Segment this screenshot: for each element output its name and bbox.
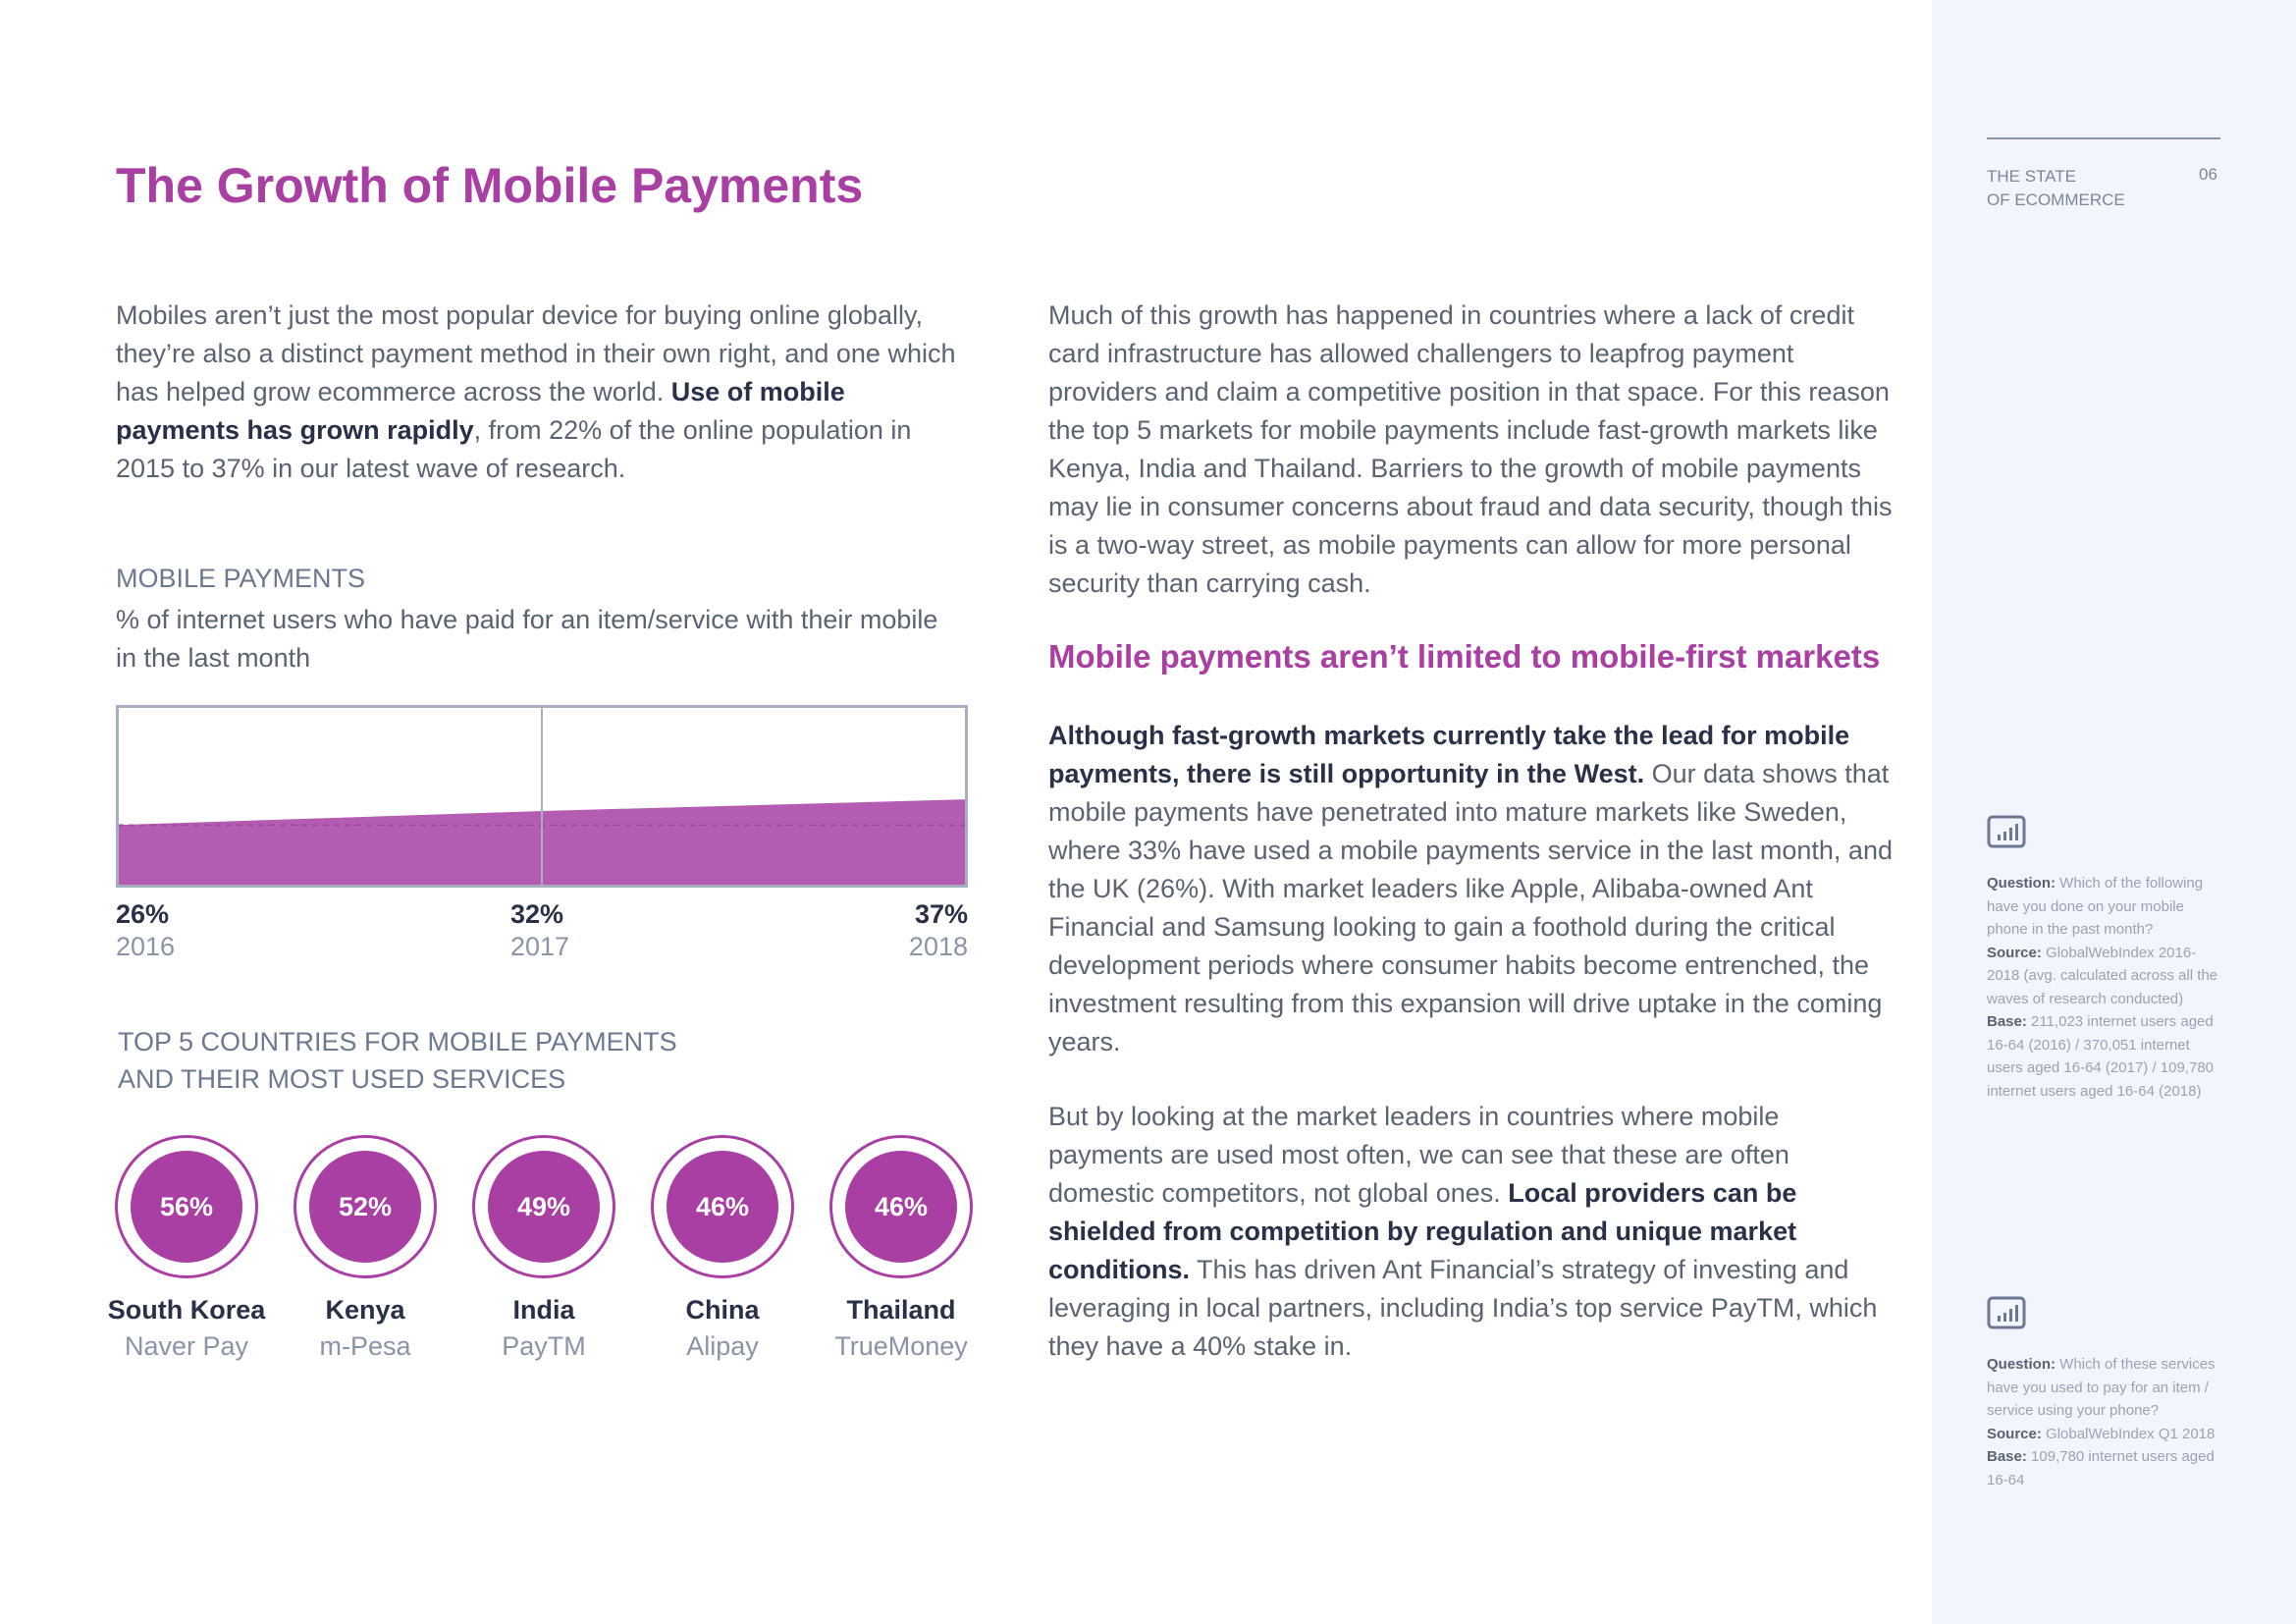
bar-chart-icon [1987, 1296, 2026, 1329]
intro-paragraph: Mobiles aren’t just the most popular dev… [116, 297, 960, 488]
paragraph-text-end: This has driven Ant Financial’s strategy… [1048, 1255, 1878, 1361]
pct-ring: 46% [651, 1135, 794, 1278]
intro-text-end: , from 22% of the online population in 2… [116, 415, 912, 483]
page-number: 06 [2199, 165, 2217, 184]
top5-heading-line1: TOP 5 COUNTRIES FOR MOBILE PAYMENTS [118, 1027, 677, 1056]
country-name: Kenya [325, 1295, 405, 1325]
country-thailand: 46% Thailand TrueMoney [813, 1135, 989, 1365]
question-text: Which of these services have you used to… [1987, 1356, 2216, 1419]
chart-subtitle: % of internet users who have paid for an… [116, 605, 938, 673]
service-name: Alipay [686, 1331, 759, 1361]
report-title-line1: THE STATE [1987, 167, 2076, 186]
service-name: m-Pesa [319, 1331, 411, 1361]
source-text: GlobalWebIndex Q1 2018 [2041, 1425, 2216, 1442]
pct-badge: 46% [845, 1151, 957, 1263]
country-china: 46% China Alipay [634, 1135, 811, 1365]
country-name: China [685, 1295, 760, 1325]
page-title: The Growth of Mobile Payments [116, 158, 864, 213]
x-tick-label: 2016 [116, 932, 176, 961]
chart-label: MOBILE PAYMENTS [116, 564, 366, 593]
data-label-2018: 37% 2018 [811, 897, 968, 962]
source-note-1: Question: Which of the following have yo… [1987, 872, 2220, 1103]
service-name: Naver Pay [124, 1331, 249, 1361]
value-label: 32% [510, 899, 564, 929]
paragraph-highlight: Although fast-growth markets currently t… [1048, 721, 1850, 788]
top5-heading: TOP 5 COUNTRIES FOR MOBILE PAYMENTS AND … [118, 1023, 677, 1098]
value-label: 26% [116, 899, 170, 929]
bar-chart-icon [1987, 815, 2026, 848]
source-label: Source: [1987, 944, 2042, 961]
country-name: South Korea [107, 1295, 266, 1325]
pct-badge: 52% [309, 1151, 421, 1263]
question-text: Which of the following have you done on … [1987, 875, 2204, 938]
section-heading: Mobile payments aren’t limited to mobile… [1048, 638, 1881, 675]
service-name: PayTM [502, 1331, 586, 1361]
x-tick-label: 2018 [908, 932, 968, 961]
base-text: 109,780 internet users aged 16-64 [1987, 1448, 2215, 1489]
value-label: 37% [914, 899, 968, 929]
source-note-2: Question: Which of these services have y… [1987, 1353, 2220, 1491]
pct-ring: 56% [115, 1135, 258, 1278]
sidebar-divider [1987, 137, 2220, 139]
source-label: Source: [1987, 1425, 2042, 1442]
base-label: Base: [1987, 1448, 2027, 1465]
country-south-korea: 56% South Korea Naver Pay [98, 1135, 275, 1365]
pct-badge: 56% [131, 1151, 242, 1263]
data-label-2016: 26% 2016 [116, 897, 273, 962]
x-tick-label: 2017 [510, 932, 570, 961]
data-label-2017: 32% 2017 [510, 897, 667, 962]
chart-frame [116, 705, 968, 888]
pct-ring: 46% [829, 1135, 973, 1278]
service-name: TrueMoney [834, 1331, 968, 1361]
country-name: Thailand [846, 1295, 956, 1325]
source-text: GlobalWebIndex 2016-2018 (avg. calculate… [1987, 944, 2218, 1007]
pct-ring: 52% [294, 1135, 437, 1278]
report-title-line2: OF ECOMMERCE [1987, 190, 2125, 209]
intro-text: Mobiles aren’t just the most popular dev… [116, 300, 956, 406]
body-paragraph-1: Much of this growth has happened in coun… [1048, 300, 1893, 598]
paragraph-highlight: Local providers can be shielded from com… [1048, 1178, 1797, 1284]
question-label: Question: [1987, 1356, 2056, 1373]
intro-highlight: Use of mobile payments has grown rapidly [116, 377, 845, 445]
report-title: THE STATE OF ECOMMERCE [1987, 165, 2125, 212]
mobile-payments-area-chart [116, 705, 968, 888]
country-kenya: 52% Kenya m-Pesa [277, 1135, 454, 1365]
top5-heading-line2: AND THEIR MOST USED SERVICES [118, 1064, 566, 1094]
question-label: Question: [1987, 875, 2056, 892]
country-name: India [512, 1295, 575, 1325]
body-paragraph-2: Although fast-growth markets currently t… [1048, 717, 1893, 1061]
pct-ring: 49% [472, 1135, 615, 1278]
base-text: 211,023 internet users aged 16-64 (2016)… [1987, 1013, 2214, 1100]
sidebar [1932, 0, 2296, 1624]
base-label: Base: [1987, 1013, 2027, 1030]
paragraph-text: But by looking at the market leaders in … [1048, 1102, 1789, 1208]
pct-badge: 49% [488, 1151, 600, 1263]
paragraph-text: Our data shows that mobile payments have… [1048, 759, 1893, 1056]
country-india: 49% India PayTM [455, 1135, 632, 1365]
body-paragraph-3: But by looking at the market leaders in … [1048, 1098, 1893, 1366]
pct-badge: 46% [667, 1151, 778, 1263]
